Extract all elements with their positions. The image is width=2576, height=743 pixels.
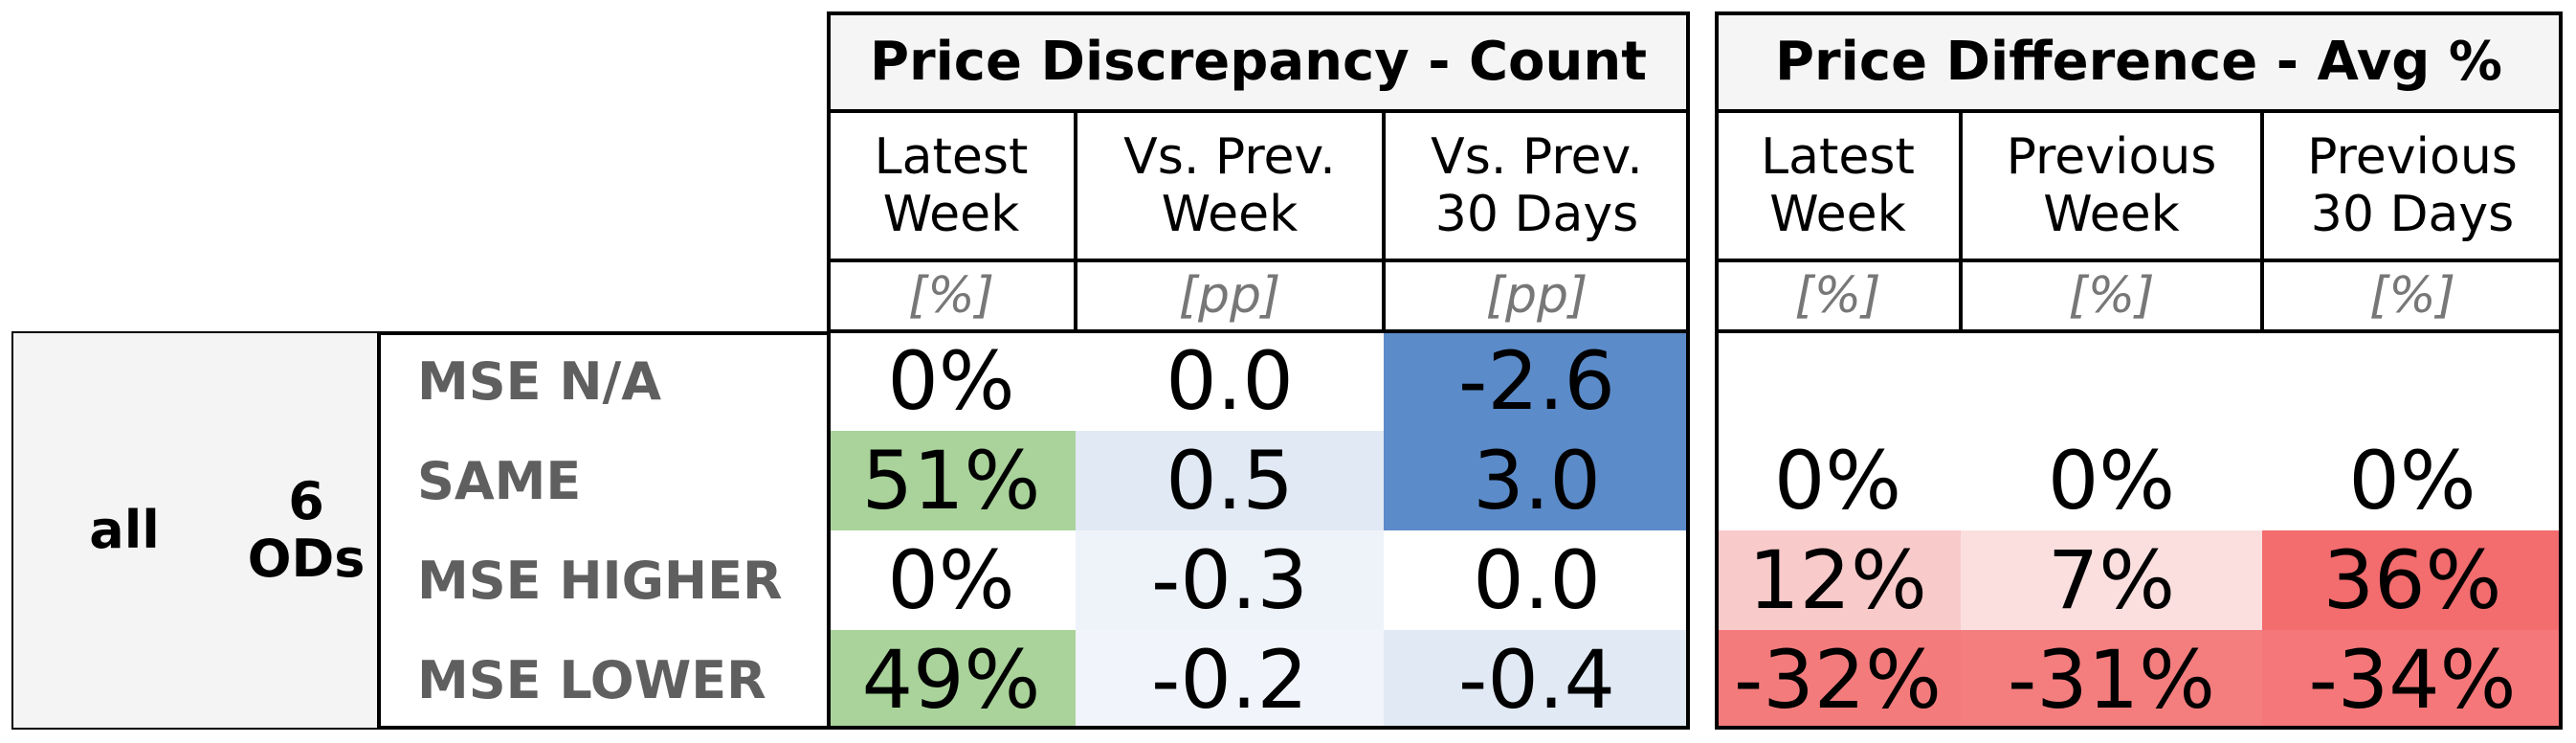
grid-line xyxy=(827,259,1690,262)
grid-line xyxy=(2260,111,2264,331)
column-label: Vs. Prev. 30 Days xyxy=(1431,128,1643,243)
data-cell: 0% xyxy=(827,331,1076,431)
data-cell: 0.0 xyxy=(1384,530,1690,630)
grid-line xyxy=(1074,111,1077,331)
data-cell: 0% xyxy=(1715,431,1961,530)
row-label: SAME xyxy=(417,450,582,511)
column-unit: [pp] xyxy=(1485,267,1588,325)
data-cell: 49% xyxy=(827,630,1076,730)
column-label: Previous Week xyxy=(2006,128,2217,243)
data-cell: -34% xyxy=(2262,630,2563,730)
grid-line xyxy=(827,329,1690,333)
column-label: Latest Week xyxy=(1761,128,1915,243)
grid-line xyxy=(1382,111,1386,331)
data-cell xyxy=(1715,331,1961,431)
column-unit: [%] xyxy=(2369,267,2455,325)
data-cell: -31% xyxy=(1961,630,2262,730)
data-cell xyxy=(2262,331,2563,431)
grid-line xyxy=(1715,109,2563,113)
column-label: Latest Week xyxy=(874,128,1029,243)
column-label: Previous 30 Days xyxy=(2307,128,2518,243)
data-cell: -0.4 xyxy=(1384,630,1690,730)
data-cell: 51% xyxy=(827,431,1076,530)
column-unit: [%] xyxy=(1794,267,1881,325)
data-cell xyxy=(1961,331,2262,431)
data-cell: -32% xyxy=(1715,630,1961,730)
column-unit: [pp] xyxy=(1178,267,1281,325)
data-cell: 36% xyxy=(2262,530,2563,630)
data-cell: 0.0 xyxy=(1076,331,1384,431)
group-border xyxy=(827,11,1690,730)
row-group-shade xyxy=(13,333,377,728)
group-title: Price Discrepancy - Count xyxy=(827,11,1690,111)
column-label: Vs. Prev. Week xyxy=(1123,128,1336,243)
group-border xyxy=(1715,11,2563,730)
row-group-sublabel: 6 ODs xyxy=(247,471,366,589)
data-cell: 0% xyxy=(827,530,1076,630)
row-label: MSE LOWER xyxy=(417,649,766,710)
data-cell: -2.6 xyxy=(1384,331,1690,431)
row-label: MSE HIGHER xyxy=(417,550,783,611)
grid-line xyxy=(1715,259,2563,262)
data-cell: -0.3 xyxy=(1076,530,1384,630)
data-cell: 12% xyxy=(1715,530,1961,630)
data-cell: 7% xyxy=(1961,530,2262,630)
grid-line xyxy=(377,331,381,730)
group-title: Price Difference - Avg % xyxy=(1715,11,2563,111)
row-label: MSE N/A xyxy=(417,350,662,412)
data-cell: 0.5 xyxy=(1076,431,1384,530)
row-group-label: all xyxy=(89,500,160,560)
data-cell: 0% xyxy=(1961,431,2262,530)
data-cell: 0% xyxy=(2262,431,2563,530)
grid-line xyxy=(827,109,1690,113)
data-cell: -0.2 xyxy=(1076,630,1384,730)
column-unit: [%] xyxy=(908,267,994,325)
grid-line xyxy=(1715,329,2563,333)
column-unit: [%] xyxy=(2068,267,2155,325)
data-cell: 3.0 xyxy=(1384,431,1690,530)
grid-line xyxy=(1959,111,1963,331)
